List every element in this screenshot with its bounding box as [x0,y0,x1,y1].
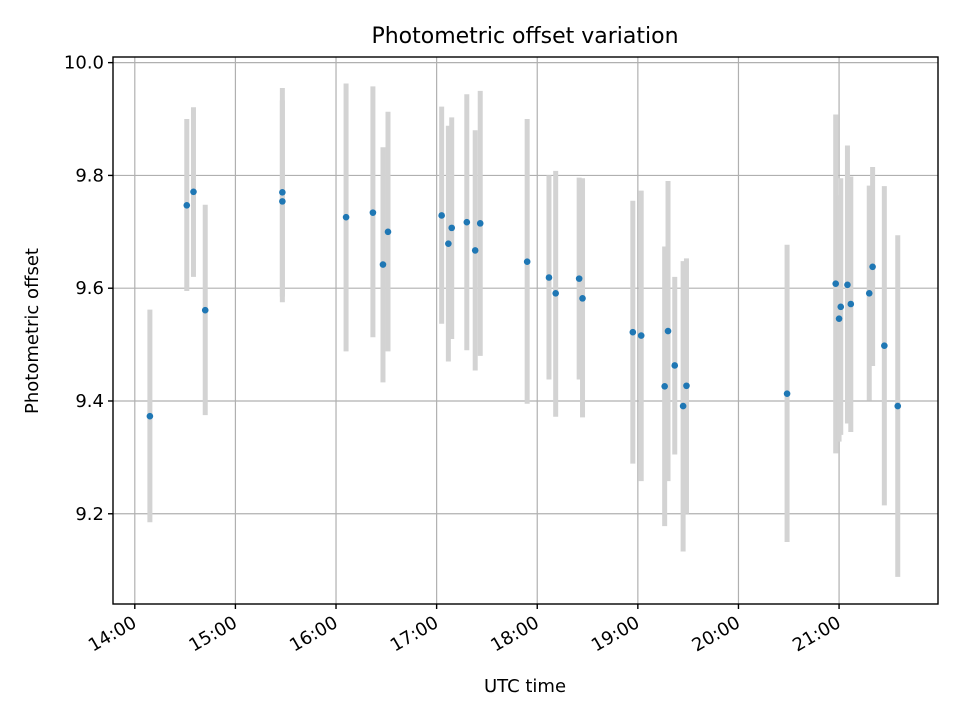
x-tick-label: 14:00 [85,612,140,656]
data-point [661,383,668,390]
data-point [847,300,855,308]
y-tick-label: 9.6 [75,278,104,299]
y-tick-label: 10.0 [64,53,104,74]
data-point [552,289,559,297]
data-point [671,362,679,369]
data-point [476,220,484,227]
data-point [523,258,531,266]
data-point [575,275,583,282]
data-point [471,247,479,254]
data-point [629,328,637,336]
data-point [384,228,392,236]
data-point [869,263,876,271]
data-point [683,382,690,390]
data-point [832,280,840,287]
data-point [783,390,791,397]
data-points [146,188,902,420]
y-tick-label: 9.8 [75,165,104,186]
x-tick-label: 17:00 [387,612,442,656]
data-point [369,209,377,216]
data-point [201,306,209,314]
data-point [445,240,452,247]
y-tick-label: 9.4 [75,391,104,412]
data-point [448,224,456,232]
data-point [664,327,672,335]
data-point [835,315,843,322]
data-point [146,412,154,420]
grid [113,57,938,604]
data-point [342,213,350,221]
y-axis-label: Photometric offset [22,248,43,414]
data-point [844,281,851,289]
data-point [190,188,197,196]
error-bars [147,83,901,577]
data-point [894,402,902,410]
axis-ticks: 14:00 15:00 16:00 17:00 18:00 19:00 20:00 21:00… [64,53,845,657]
data-point [183,202,191,209]
y-tick-label: 9.2 [75,504,104,525]
x-axis-label: UTC time [484,676,566,697]
data-point [637,332,645,339]
x-tick-label: 18:00 [487,612,542,656]
data-point [679,402,687,410]
data-point [579,295,586,302]
x-tick-label: 21:00 [789,612,844,656]
plot-frame [112,56,939,605]
data-point [865,289,873,297]
data-point [438,212,445,219]
data-point [545,274,553,281]
data-point [279,198,286,205]
data-point [379,261,387,268]
chart-title: Photometric offset variation [371,24,678,49]
data-point [881,342,888,350]
data-point [463,218,471,226]
x-tick-label: 19:00 [588,612,643,656]
data-point [279,189,286,196]
data-point [837,303,845,311]
x-tick-label: 20:00 [689,612,744,656]
x-tick-label: 15:00 [185,612,240,656]
x-tick-label: 16:00 [286,612,341,656]
